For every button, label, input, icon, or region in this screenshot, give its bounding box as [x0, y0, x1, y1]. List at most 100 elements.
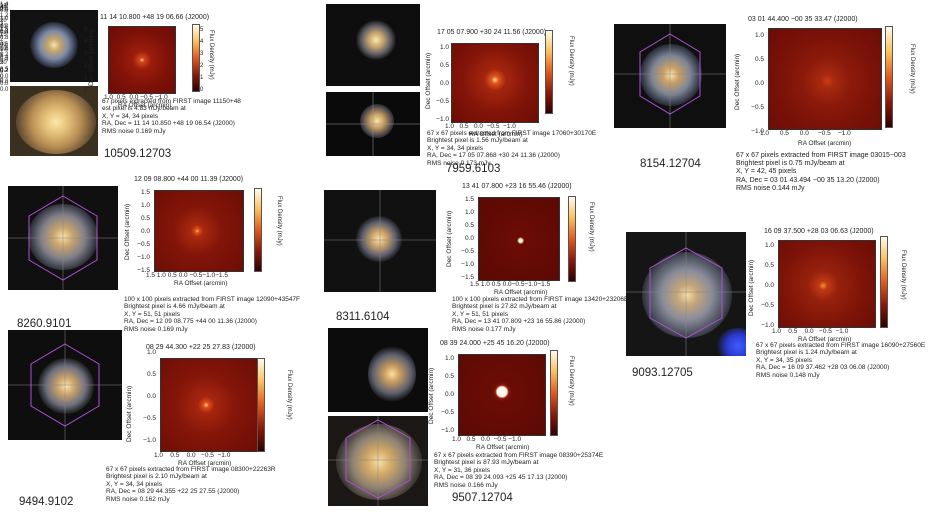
panel-9494: 08 29 44.300 +22 25 27.83 (J2000) Dec Of…	[0, 0, 292, 508]
first-image	[768, 28, 882, 130]
dec-axis-label: Dec Offset (arcmin)	[88, 29, 95, 86]
panel-8311: 13 41 07.800 +23 16 55.46 (J2000) Dec Of…	[0, 0, 628, 333]
y-ticks: 1.0 0.5 0.0 −0.5 −1.0	[751, 32, 764, 135]
coord-title: 08 39 24.000 +25 45 16.20 (J2000)	[440, 340, 550, 347]
colorbar-ticks: 1.2 1.0 0.8 0.6 0.4 0.2 0.0	[0, 3, 9, 87]
y-ticks: 1.5 1.0 0.5 0.0 −0.5 −1.0 −1.5	[461, 196, 474, 281]
dec-axis-label: Dec Offset (arcmin)	[126, 385, 133, 442]
caption-9507: 67 x 67 pixels extracted from FIRST imag…	[434, 452, 604, 489]
object-name: 7959.6103	[446, 163, 501, 175]
x-ticks: 1.5 1.0 0.5 0.0−0.5−1.0−1.5	[470, 281, 551, 288]
y-ticks: 1.0 0.5 0.0 −0.5 −1.0	[436, 44, 449, 123]
caption-10509: 67 pixels extracted from FIRST image 111…	[102, 98, 241, 135]
object-name: 8154.12704	[640, 158, 701, 170]
caption-8311: 100 x 100 pixels extracted from FIRST im…	[452, 296, 629, 333]
optical-image	[8, 330, 122, 440]
dec-axis-label: Dec Offset (arcmin)	[428, 367, 435, 424]
colorbar-ticks: 2.0 1.5 1.0 0.5 0.0	[0, 7, 9, 93]
object-name: 9093.12705	[632, 367, 693, 379]
colorbar	[568, 196, 576, 282]
coord-title: 08 29 44.300 +22 25 27.83 (J2000)	[146, 344, 256, 351]
panel-9507: 08 39 24.000 +25 45 16.20 (J2000) Dec Of…	[0, 0, 603, 506]
coord-title: 12 09 08.800 +44 00 11.39 (J2000)	[134, 176, 244, 183]
ra-axis-label: RA Offset (arcmin)	[494, 289, 548, 296]
coord-title: 11 14 10.800 +48 19 06.66 (J2000)	[100, 14, 210, 21]
flux-axis-label: Flux Density (mJy)	[208, 30, 214, 80]
panel-8154: 03 01 44.400 −00 35 33.47 (J2000) Dec Of…	[0, 0, 915, 192]
ra-axis-label: RA Offset (arcmin)	[798, 140, 852, 147]
x-ticks: 1.0 0.5 0.0 −0.5 −1.0	[772, 328, 849, 335]
optical-image-zoom	[10, 86, 98, 156]
optical-image-top	[326, 4, 420, 86]
optical-image	[8, 186, 118, 290]
coord-title: 13 41 07.800 +23 16 55.46 (J2000)	[462, 183, 572, 190]
flux-axis-label: Flux Density (mJy)	[286, 370, 292, 420]
x-ticks: 1.0 0.5 0.0 −0.5 −1.0	[760, 130, 851, 137]
ra-axis-label: RA Offset (arcmin)	[174, 280, 228, 287]
optical-image	[614, 24, 726, 128]
dec-axis-label: Dec Offset (arcmin)	[748, 259, 755, 316]
caption-7959: 67 x 67 pixels extracted from FIRST imag…	[427, 130, 597, 167]
colorbar	[545, 30, 553, 114]
first-image	[154, 190, 244, 272]
object-name: 10509.12703	[104, 148, 172, 160]
y-ticks: 1.0 0.5 0.0 −0.5 −1.0	[143, 349, 156, 444]
optical-image-zoom	[328, 416, 428, 506]
dec-axis-label: Dec Offset (arcmin)	[734, 53, 741, 110]
flux-axis-label: Flux Density (mJy)	[909, 44, 915, 94]
ra-axis-label: RA Offset (arcmin)	[118, 102, 172, 109]
flux-axis-label: Flux Density (mJy)	[568, 36, 574, 86]
colorbar-ticks: 1.4 1.2 1.0 0.8 0.6 0.4 0.2 0.0	[0, 2, 9, 85]
ra-axis-label: RA Offset (arcmin)	[178, 460, 232, 467]
caption-8260: 100 x 100 pixels extracted from FIRST im…	[124, 296, 301, 333]
panel-7959: 17 05 07.900 +30 24 11.56 (J2000) Dec Of…	[0, 0, 596, 175]
first-image	[108, 26, 176, 94]
colorbar-ticks: 25 20 15 10 5 0	[0, 4, 7, 80]
flux-axis-label: Flux Density (mJy)	[588, 202, 594, 252]
colorbar	[192, 24, 200, 92]
colorbar-ticks: 80 60 40 20 0	[0, 6, 7, 84]
optical-image	[626, 232, 746, 356]
optical-image	[324, 190, 436, 292]
coord-title: 16 09 37.500 +28 03 06.63 (J2000)	[764, 228, 874, 235]
optical-image-zoom	[326, 92, 420, 156]
first-image	[451, 43, 539, 123]
optical-image-top	[328, 328, 428, 412]
colorbar	[254, 188, 262, 272]
caption-9494: 67 x 67 pixels extracted from FIRST imag…	[106, 466, 276, 503]
ra-axis-label: RA Offset (arcmin)	[469, 131, 523, 138]
x-ticks: 1.5 1.0 0.5 0.0 −0.5−1.0−1.5	[146, 272, 228, 279]
object-name: 8260.9101	[17, 318, 72, 330]
colorbar-ticks: 0.6 0.4 0.2 0.0	[0, 8, 9, 80]
first-image	[160, 358, 258, 452]
dec-axis-label: Dec Offset (arcmin)	[124, 203, 131, 260]
ra-axis-label: RA Offset (arcmin)	[798, 336, 852, 343]
x-ticks: 1.0 0.5 0.0 −0.5 −1.0	[154, 452, 231, 459]
first-image	[458, 354, 546, 436]
object-name: 9507.12704	[452, 492, 513, 504]
y-ticks: 1.0 0.5 0.0 −0.5 −1.0	[761, 242, 774, 329]
colorbar	[885, 26, 893, 128]
coord-title: 17 05 07.900 +30 24 11.56 (J2000)	[437, 29, 547, 36]
x-ticks: 1.0 0.5 0.0 −0.5 −1.0	[445, 123, 516, 130]
x-ticks: 1.0 0.5 0.0 −0.5 −1.0	[104, 94, 168, 101]
colorbar	[880, 236, 888, 328]
flux-axis-label: Flux Density (mJy)	[276, 196, 282, 246]
panel-8260: 12 09 08.800 +44 00 11.39 (J2000) Dec Of…	[0, 0, 300, 333]
colorbar	[257, 358, 265, 452]
first-image	[778, 240, 876, 328]
dec-axis-label: Dec Offset (arcmin)	[446, 210, 453, 267]
flux-axis-label: Flux Density (mJy)	[568, 356, 574, 406]
panel-9093: 16 09 37.500 +28 03 06.63 (J2000) Dec Of…	[0, 0, 925, 379]
colorbar	[550, 350, 558, 436]
y-ticks: 1.0 0.5 0.0 −0.5 −1.0	[441, 355, 454, 434]
x-ticks: 1.0 0.5 0.0 −0.5 −1.0	[452, 436, 522, 443]
caption-9093: 67 x 67 pixels extracted from FIRST imag…	[756, 342, 926, 379]
optical-image-top	[10, 10, 98, 82]
flux-axis-label: Flux Density (mJy)	[900, 250, 906, 300]
caption-8154: 67 x 67 pixels extracted from FIRST imag…	[736, 152, 906, 192]
object-name: 8311.6104	[336, 311, 390, 323]
